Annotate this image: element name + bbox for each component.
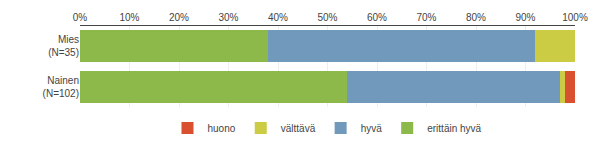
svg-text:70%: 70% — [416, 12, 436, 23]
svg-text:10%: 10% — [119, 12, 139, 23]
svg-text:välttävä: välttävä — [281, 123, 316, 134]
svg-text:hyvä: hyvä — [361, 123, 383, 134]
svg-text:huono: huono — [208, 123, 236, 134]
svg-text:50%: 50% — [317, 12, 337, 23]
svg-text:erittäin hyvä: erittäin hyvä — [427, 123, 481, 134]
svg-text:80%: 80% — [466, 12, 486, 23]
svg-text:30%: 30% — [218, 12, 238, 23]
svg-text:100%: 100% — [562, 12, 588, 23]
svg-text:90%: 90% — [515, 12, 535, 23]
svg-text:20%: 20% — [169, 12, 189, 23]
svg-text:0%: 0% — [73, 12, 88, 23]
svg-text:Mies(N=35): Mies(N=35) — [48, 34, 79, 58]
svg-text:60%: 60% — [367, 12, 387, 23]
svg-text:Nainen(N=102): Nainen(N=102) — [43, 75, 79, 99]
svg-text:40%: 40% — [268, 12, 288, 23]
